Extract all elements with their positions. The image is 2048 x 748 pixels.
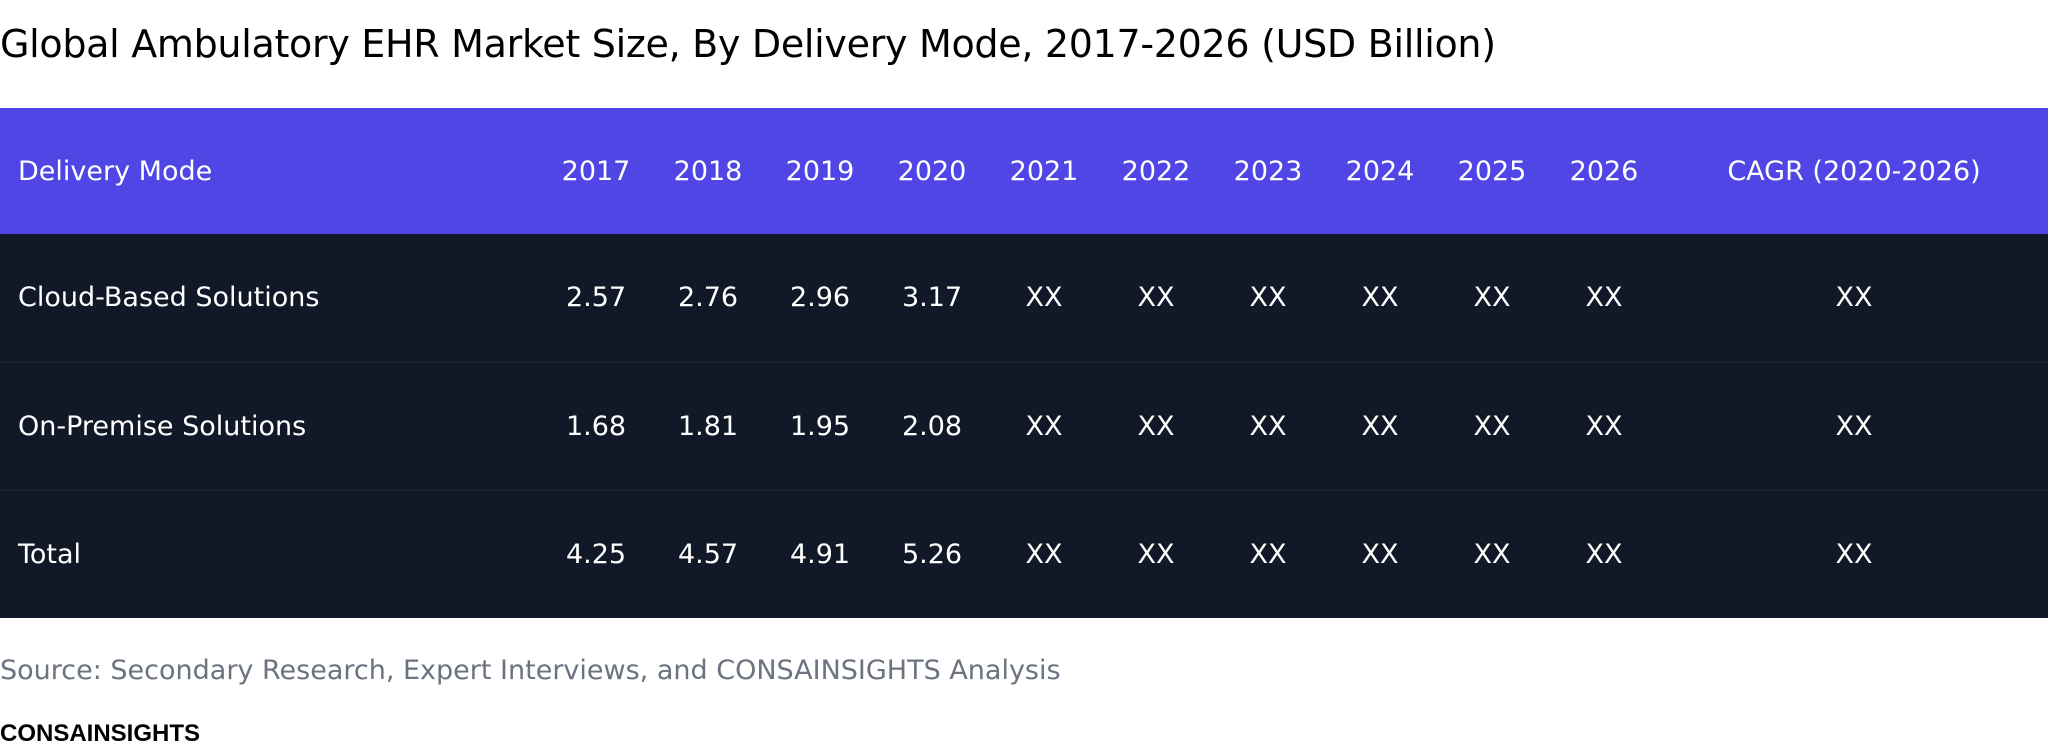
header-cell: 2020 (897, 155, 967, 187)
table-cell: XX (1436, 489, 1548, 618)
table-cell: XX (1361, 282, 1399, 314)
market-size-table: Delivery Mode 2017 2018 2019 2020 2021 2… (0, 108, 2048, 618)
table-cell: 1.68 (540, 361, 652, 490)
table-cell: XX (1249, 282, 1287, 314)
page-title: Global Ambulatory EHR Market Size, By De… (0, 22, 1496, 66)
table-cell: 2.96 (789, 282, 851, 314)
row-label: On-Premise Solutions (0, 361, 540, 490)
table-cell: XX (1660, 361, 2048, 490)
brand-logo-text: CONSAINSIGHTS (0, 720, 201, 747)
table-cell: XX (988, 489, 1100, 618)
table-cell: XX (1100, 489, 1212, 618)
header-cell: CAGR (2020-2026) (1727, 155, 1981, 187)
table-cell: XX (1548, 489, 1660, 618)
header-cell: 2018 (673, 155, 743, 187)
table-cell: 5.26 (876, 489, 988, 618)
header-cell: 2023 (1233, 155, 1303, 187)
row-label: Total (0, 489, 540, 618)
table-header-row: Delivery Mode 2017 2018 2019 2020 2021 2… (0, 108, 2048, 234)
header-cell: 2026 (1569, 155, 1639, 187)
table-cell: XX (1212, 489, 1324, 618)
header-cell: 2019 (785, 155, 855, 187)
table-row: Total 4.25 4.57 4.91 5.26 XX XX XX XX XX… (0, 489, 2048, 618)
table-cell: XX (1324, 489, 1436, 618)
table-cell: 1.95 (764, 361, 876, 490)
table-cell: XX (1100, 361, 1212, 490)
table-cell: XX (1025, 282, 1063, 314)
table-cell: XX (1585, 282, 1623, 314)
table-cell: 4.91 (764, 489, 876, 618)
row-label: Cloud-Based Solutions (18, 282, 320, 314)
table-cell: XX (988, 361, 1100, 490)
table-row: On-Premise Solutions 1.68 1.81 1.95 2.08… (0, 361, 2048, 490)
table-cell: 4.25 (540, 489, 652, 618)
table-cell: 1.81 (652, 361, 764, 490)
table-cell: XX (1137, 282, 1175, 314)
table-cell: XX (1835, 282, 1873, 314)
table-cell: XX (1212, 361, 1324, 490)
table-cell: 2.76 (677, 282, 739, 314)
source-note: Source: Secondary Research, Expert Inter… (0, 655, 1061, 686)
table-cell: 3.17 (901, 282, 963, 314)
header-cell: 2025 (1457, 155, 1527, 187)
table-cell: XX (1473, 282, 1511, 314)
header-cell: 2022 (1121, 155, 1191, 187)
table-cell: 2.08 (876, 361, 988, 490)
header-cell: 2024 (1345, 155, 1415, 187)
table-cell: XX (1660, 489, 2048, 618)
table-cell: 2.57 (565, 282, 627, 314)
table-cell: 4.57 (652, 489, 764, 618)
table-cell: XX (1436, 361, 1548, 490)
header-cell: 2017 (561, 155, 631, 187)
header-cell: 2021 (1009, 155, 1079, 187)
table-cell: XX (1324, 361, 1436, 490)
header-cell: Delivery Mode (18, 155, 213, 187)
table-cell: XX (1548, 361, 1660, 490)
table-row: Cloud-Based Solutions 2.57 2.76 2.96 3.1… (0, 234, 2048, 362)
